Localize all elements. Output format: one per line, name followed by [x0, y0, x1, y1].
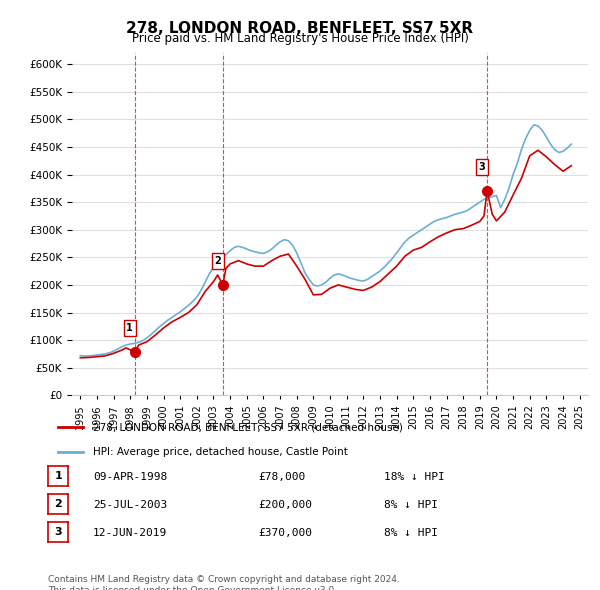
Text: 1: 1: [127, 323, 133, 333]
Text: 8% ↓ HPI: 8% ↓ HPI: [384, 529, 438, 538]
Text: £78,000: £78,000: [258, 472, 305, 481]
Text: 2: 2: [214, 256, 221, 266]
Text: 278, LONDON ROAD, BENFLEET, SS7 5XR: 278, LONDON ROAD, BENFLEET, SS7 5XR: [127, 21, 473, 35]
Text: £370,000: £370,000: [258, 529, 312, 538]
Text: 1: 1: [55, 471, 62, 480]
Text: Contains HM Land Registry data © Crown copyright and database right 2024.
This d: Contains HM Land Registry data © Crown c…: [48, 575, 400, 590]
Text: 12-JUN-2019: 12-JUN-2019: [93, 529, 167, 538]
Text: 278, LONDON ROAD, BENFLEET, SS7 5XR (detached house): 278, LONDON ROAD, BENFLEET, SS7 5XR (det…: [94, 422, 403, 432]
Text: £200,000: £200,000: [258, 500, 312, 510]
Text: 3: 3: [55, 527, 62, 537]
Text: 3: 3: [479, 162, 485, 172]
Text: 8% ↓ HPI: 8% ↓ HPI: [384, 500, 438, 510]
Text: Price paid vs. HM Land Registry's House Price Index (HPI): Price paid vs. HM Land Registry's House …: [131, 32, 469, 45]
Text: 18% ↓ HPI: 18% ↓ HPI: [384, 472, 445, 481]
Text: HPI: Average price, detached house, Castle Point: HPI: Average price, detached house, Cast…: [94, 447, 348, 457]
Text: 25-JUL-2003: 25-JUL-2003: [93, 500, 167, 510]
Text: 09-APR-1998: 09-APR-1998: [93, 472, 167, 481]
Text: 2: 2: [55, 499, 62, 509]
